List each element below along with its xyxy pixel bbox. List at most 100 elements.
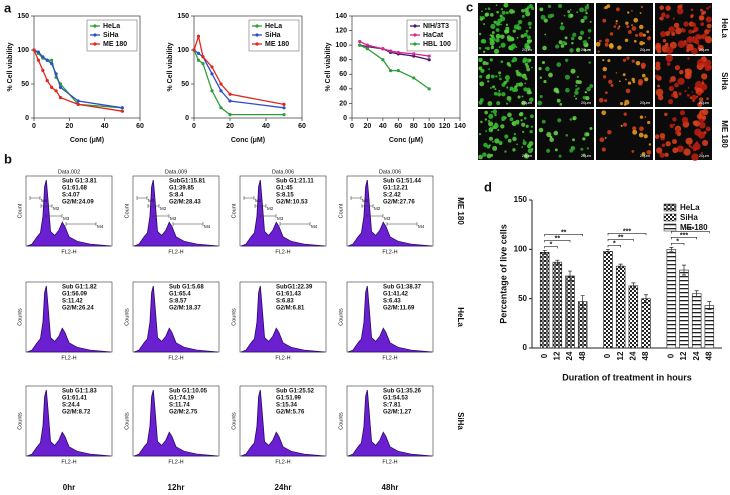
cell bbox=[497, 128, 500, 132]
y-axis-label: Count bbox=[124, 203, 130, 218]
cell bbox=[488, 144, 491, 147]
cell bbox=[517, 19, 523, 25]
cell-cycle-stat: S:8.4 bbox=[169, 193, 184, 199]
data-point bbox=[76, 102, 80, 106]
cell bbox=[508, 9, 514, 14]
gate-label: M2 bbox=[267, 206, 274, 211]
cell-cycle-stat: S:24.4 bbox=[62, 403, 80, 409]
x-tick-label: 40 bbox=[101, 123, 109, 130]
cell bbox=[706, 97, 709, 100]
x-axis-label: FL2-H bbox=[61, 355, 76, 361]
cell bbox=[575, 88, 579, 92]
cell bbox=[578, 80, 582, 84]
cell bbox=[525, 124, 529, 128]
cell-cycle-stat: G1:65.4 bbox=[169, 292, 191, 298]
cell bbox=[602, 66, 608, 72]
significance-label: ** bbox=[561, 230, 567, 237]
scale-label: 20μm bbox=[522, 47, 533, 52]
cell bbox=[567, 10, 571, 14]
legend-marker bbox=[255, 33, 259, 37]
y-axis-label: Count bbox=[17, 203, 23, 218]
cell bbox=[692, 36, 695, 38]
cell-cycle-stat: SubG1:22.39 bbox=[276, 285, 313, 291]
data-point bbox=[282, 113, 286, 117]
cell bbox=[509, 117, 514, 122]
legend-label: HeLa bbox=[265, 23, 282, 30]
cell bbox=[553, 87, 559, 93]
cell bbox=[572, 138, 575, 142]
cell bbox=[528, 26, 532, 29]
cell bbox=[506, 86, 509, 89]
gate-label: M4 bbox=[311, 224, 318, 229]
cell bbox=[489, 37, 493, 41]
cell bbox=[585, 132, 590, 137]
error-bar bbox=[618, 263, 623, 269]
cell bbox=[490, 110, 493, 113]
cell bbox=[697, 44, 704, 51]
cell bbox=[504, 150, 507, 153]
cell bbox=[528, 141, 534, 147]
cell-cycle-stat: G2/M:6.81 bbox=[276, 306, 305, 312]
cell bbox=[639, 24, 644, 30]
cell bbox=[514, 85, 518, 89]
x-tick-label: 12 bbox=[552, 351, 561, 360]
cell bbox=[484, 12, 489, 17]
cell bbox=[515, 119, 520, 124]
y-axis-label: Counts bbox=[17, 412, 23, 430]
cell-cycle-stat: Sub G1:51.44 bbox=[383, 179, 422, 185]
cell-cycle-stat: Sub G1:1.83 bbox=[62, 389, 97, 395]
cell-cycle-stat: S:2.42 bbox=[383, 193, 401, 199]
y-axis-label: Percentage of live cells bbox=[498, 224, 508, 324]
cell bbox=[631, 10, 633, 12]
cell bbox=[665, 5, 671, 11]
cell-cycle-stat: G2/M:27.76 bbox=[383, 200, 415, 206]
cell bbox=[659, 132, 666, 139]
cell bbox=[489, 40, 495, 46]
cell bbox=[671, 139, 678, 145]
y-tick-label: 0 bbox=[25, 115, 29, 122]
cell bbox=[575, 97, 578, 100]
cell bbox=[490, 74, 495, 79]
cell bbox=[644, 116, 647, 118]
cell bbox=[646, 30, 650, 34]
cell bbox=[512, 148, 516, 152]
cell bbox=[478, 57, 483, 62]
cell bbox=[501, 10, 506, 15]
histogram bbox=[347, 179, 433, 247]
cell bbox=[607, 129, 612, 135]
cell bbox=[642, 42, 646, 45]
y-tick-label: 60 bbox=[339, 71, 347, 78]
cell bbox=[563, 14, 566, 17]
legend-marker bbox=[93, 24, 97, 28]
data-point bbox=[210, 65, 214, 69]
cell bbox=[538, 127, 544, 133]
cell-cycle-stat: G1:61.68 bbox=[62, 186, 88, 192]
cell bbox=[632, 129, 638, 135]
histogram bbox=[133, 179, 219, 247]
significance-label: * bbox=[550, 242, 553, 249]
cell-cycle-stat: G1:74.19 bbox=[169, 396, 195, 402]
cell bbox=[491, 45, 494, 48]
data-point bbox=[54, 89, 58, 93]
cell bbox=[604, 38, 610, 43]
data-point bbox=[36, 58, 41, 62]
error-bar bbox=[555, 259, 560, 265]
y-tick-label: 150 bbox=[177, 13, 189, 20]
cell bbox=[695, 141, 699, 145]
cell bbox=[513, 132, 517, 136]
cell-cycle-stat: G1:51.99 bbox=[276, 396, 302, 402]
cell bbox=[522, 139, 525, 142]
cell bbox=[484, 47, 487, 50]
cell bbox=[692, 100, 695, 103]
gate-label: M3 bbox=[63, 216, 70, 221]
cell bbox=[588, 36, 591, 40]
cell bbox=[520, 119, 523, 122]
histogram bbox=[347, 285, 433, 353]
cell bbox=[585, 11, 588, 15]
legend-label: HeLa bbox=[680, 203, 700, 212]
cell-cycle-stat: SubG1:15.81 bbox=[169, 179, 206, 185]
cell bbox=[526, 67, 531, 72]
cell bbox=[700, 151, 703, 155]
x-tick-label: 24 bbox=[692, 351, 701, 360]
cell bbox=[665, 54, 673, 62]
